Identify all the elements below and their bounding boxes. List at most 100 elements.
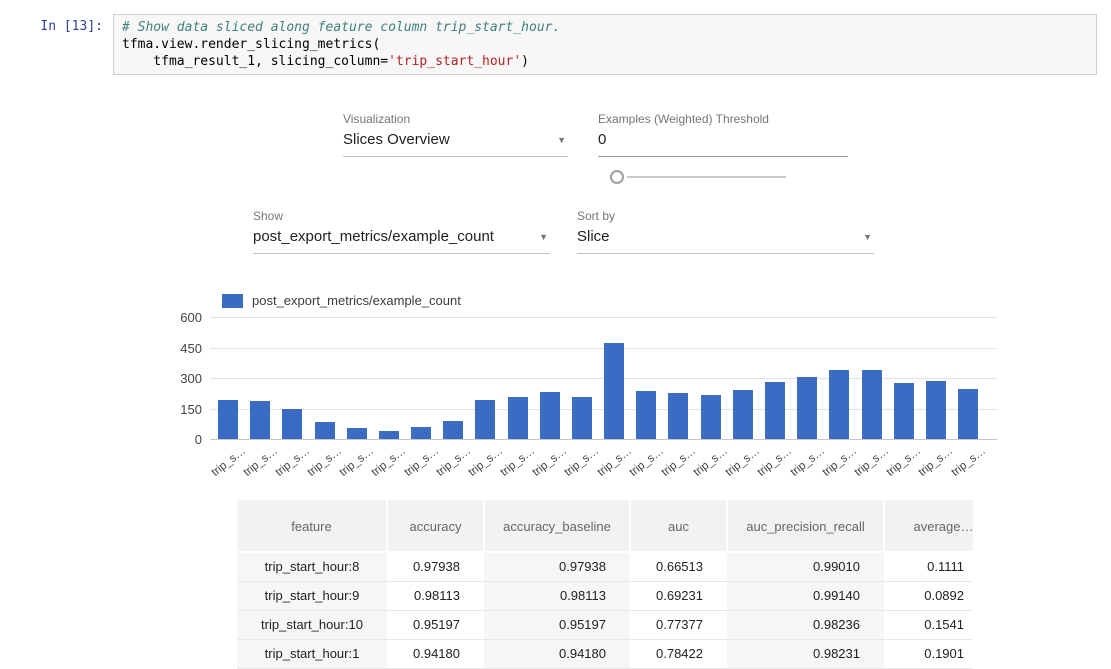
code-text: tfma.view.render_slicing_metrics(: [122, 37, 380, 52]
bar[interactable]: [347, 428, 367, 439]
bar[interactable]: [958, 389, 978, 439]
bar[interactable]: [540, 392, 560, 439]
bar[interactable]: [701, 395, 721, 439]
bar[interactable]: [411, 427, 431, 439]
threshold-label: Examples (Weighted) Threshold: [598, 112, 769, 126]
y-axis-label: 150: [150, 402, 202, 417]
x-tick-slot: trip_s…: [212, 441, 244, 473]
bar[interactable]: [797, 377, 817, 439]
bar[interactable]: [636, 391, 656, 439]
bar[interactable]: [282, 409, 302, 440]
x-tick-slot: trip_s…: [662, 441, 694, 473]
bar[interactable]: [733, 390, 753, 439]
table-row[interactable]: trip_start_hour:100.951970.951970.773770…: [237, 610, 973, 639]
bar[interactable]: [894, 383, 914, 439]
bar[interactable]: [572, 397, 592, 439]
table-cell: 0.94180: [484, 639, 630, 668]
table-cell: trip_start_hour:10: [237, 610, 387, 639]
column-header-feature[interactable]: feature: [237, 500, 387, 552]
column-header-accuracy[interactable]: accuracy: [387, 500, 484, 552]
column-header-average_loss[interactable]: average_loss: [884, 500, 973, 552]
slider-track[interactable]: [627, 176, 786, 178]
x-tick-slot: trip_s…: [823, 441, 855, 473]
metrics-table: featureaccuracy accuracy_baseline aucauc_p…: [237, 500, 973, 669]
x-tick-slot: trip_s…: [888, 441, 920, 473]
x-tick-slot: trip_s…: [405, 441, 437, 473]
bar[interactable]: [604, 343, 624, 439]
threshold-input[interactable]: 0: [598, 131, 848, 157]
cell-prompt: In [13]:: [0, 14, 108, 75]
bar-slot: [952, 317, 984, 439]
table-row[interactable]: trip_start_hour:90.981130.981130.692310.…: [237, 581, 973, 610]
x-tick-slot: trip_s…: [469, 441, 501, 473]
legend-label: post_export_metrics/example_count: [252, 293, 461, 308]
x-axis-label: trip_s…: [241, 445, 280, 479]
bar[interactable]: [862, 370, 882, 439]
bar[interactable]: [443, 421, 463, 439]
table-cell: 0.98113: [387, 581, 484, 610]
table-cell: 0.1541: [884, 610, 973, 639]
bar[interactable]: [315, 422, 335, 439]
bar[interactable]: [926, 381, 946, 439]
bar-slot: [759, 317, 791, 439]
x-axis-label: trip_s…: [466, 445, 505, 479]
table-cell: 0.77377: [630, 610, 727, 639]
column-header-label: accuracy_baseline: [503, 519, 611, 534]
bar-slot: [341, 317, 373, 439]
code-cell[interactable]: # Show data sliced along feature column …: [113, 14, 1097, 75]
code-text: tfma_result_1, slicing_column=: [122, 54, 388, 69]
visualization-label: Visualization: [343, 112, 410, 126]
bar[interactable]: [765, 382, 785, 439]
bar-slot: [502, 317, 534, 439]
bar[interactable]: [250, 401, 270, 439]
x-axis-label: trip_s…: [627, 445, 666, 479]
x-axis-label: trip_s…: [595, 445, 634, 479]
bar[interactable]: [475, 400, 495, 439]
sort-by-label: Sort by: [577, 209, 615, 223]
bar[interactable]: [508, 397, 528, 439]
code-comment: # Show data sliced along feature column …: [122, 20, 560, 35]
table-row[interactable]: trip_start_hour:80.979380.979380.665130.…: [237, 552, 973, 581]
x-tick-slot: trip_s…: [502, 441, 534, 473]
x-axis-label: trip_s…: [402, 445, 441, 479]
table-cell: 0.1901: [884, 639, 973, 668]
bar[interactable]: [829, 370, 849, 439]
bar-slot: [405, 317, 437, 439]
x-tick-slot: trip_s…: [759, 441, 791, 473]
x-axis-label: trip_s…: [531, 445, 570, 479]
y-axis: 6004503001500: [150, 317, 202, 439]
x-axis-label: trip_s…: [852, 445, 891, 479]
bar-slot: [920, 317, 952, 439]
column-header-auc_precision_recall[interactable]: auc_precision_recall: [727, 500, 884, 552]
column-header-accuracy_baseline[interactable]: accuracy_baseline: [484, 500, 630, 552]
x-tick-slot: trip_s…: [534, 441, 566, 473]
table-cell: 0.98236: [727, 610, 884, 639]
threshold-value: 0: [598, 131, 606, 148]
bar[interactable]: [668, 393, 688, 439]
x-tick-slot: trip_s…: [791, 441, 823, 473]
table-cell: trip_start_hour:9: [237, 581, 387, 610]
slider-handle[interactable]: [610, 170, 624, 184]
bar-slot: [662, 317, 694, 439]
bar[interactable]: [218, 400, 238, 439]
sort-by-select-value: Slice: [577, 228, 610, 245]
x-axis-label: trip_s…: [305, 445, 344, 479]
table-row[interactable]: trip_start_hour:10.941800.941800.784220.…: [237, 639, 973, 668]
visualization-select[interactable]: Slices Overview ▼: [343, 131, 568, 157]
bar-slot: [727, 317, 759, 439]
table-header-row: featureaccuracy accuracy_baseline aucauc_p…: [237, 500, 973, 552]
bar-slot: [469, 317, 501, 439]
bar[interactable]: [379, 431, 399, 439]
x-axis-label: trip_s…: [949, 445, 988, 479]
code-text: ): [521, 54, 529, 69]
x-axis-label: trip_s…: [370, 445, 409, 479]
show-metric-select[interactable]: post_export_metrics/example_count ▼: [253, 228, 550, 254]
x-axis-label: trip_s…: [273, 445, 312, 479]
sort-by-select[interactable]: Slice ▼: [577, 228, 874, 254]
column-header-auc[interactable]: auc: [630, 500, 727, 552]
legend-swatch: [222, 294, 243, 308]
table-cell: 0.69231: [630, 581, 727, 610]
notebook-cell: In [13]: # Show data sliced along featur…: [0, 14, 1111, 75]
threshold-slider[interactable]: [610, 170, 786, 184]
x-tick-slot: trip_s…: [309, 441, 341, 473]
